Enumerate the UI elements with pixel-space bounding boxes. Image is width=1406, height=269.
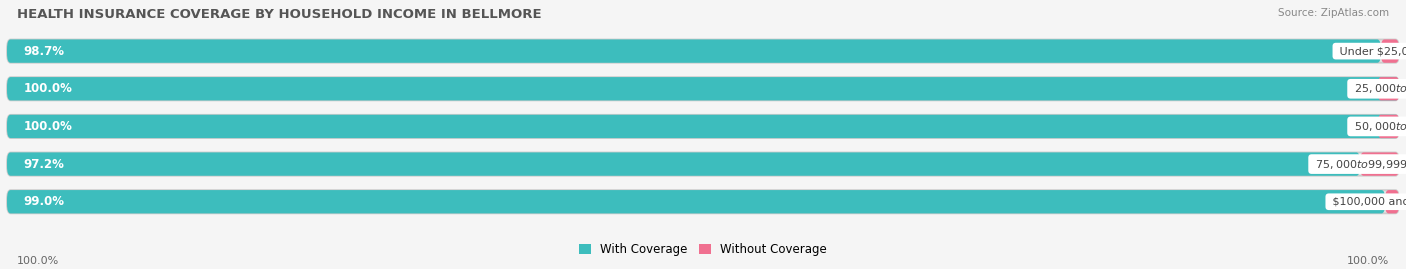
Text: 100.0%: 100.0% (1347, 256, 1389, 266)
Text: HEALTH INSURANCE COVERAGE BY HOUSEHOLD INCOME IN BELLMORE: HEALTH INSURANCE COVERAGE BY HOUSEHOLD I… (17, 8, 541, 21)
FancyBboxPatch shape (7, 115, 1399, 138)
FancyBboxPatch shape (7, 153, 1399, 176)
Text: 100.0%: 100.0% (24, 82, 73, 95)
FancyBboxPatch shape (7, 190, 1385, 213)
FancyBboxPatch shape (1378, 77, 1399, 100)
FancyBboxPatch shape (7, 40, 1399, 63)
Text: Source: ZipAtlas.com: Source: ZipAtlas.com (1278, 8, 1389, 18)
Text: $75,000 to $99,999: $75,000 to $99,999 (1312, 158, 1406, 171)
Text: 99.0%: 99.0% (24, 195, 65, 208)
FancyBboxPatch shape (7, 153, 1360, 176)
FancyBboxPatch shape (7, 40, 1381, 63)
FancyBboxPatch shape (1378, 115, 1399, 138)
FancyBboxPatch shape (7, 77, 1399, 100)
FancyBboxPatch shape (1360, 153, 1399, 176)
Text: 98.7%: 98.7% (24, 45, 65, 58)
FancyBboxPatch shape (7, 190, 1399, 213)
Text: 100.0%: 100.0% (24, 120, 73, 133)
Legend: With Coverage, Without Coverage: With Coverage, Without Coverage (579, 243, 827, 256)
FancyBboxPatch shape (1381, 40, 1399, 63)
Text: $25,000 to $49,999: $25,000 to $49,999 (1351, 82, 1406, 95)
FancyBboxPatch shape (7, 77, 1399, 100)
Text: 100.0%: 100.0% (17, 256, 59, 266)
Text: Under $25,000: Under $25,000 (1336, 46, 1406, 56)
FancyBboxPatch shape (7, 115, 1399, 138)
Text: 97.2%: 97.2% (24, 158, 65, 171)
Text: $50,000 to $74,999: $50,000 to $74,999 (1351, 120, 1406, 133)
FancyBboxPatch shape (1385, 190, 1399, 213)
Text: $100,000 and over: $100,000 and over (1329, 197, 1406, 207)
